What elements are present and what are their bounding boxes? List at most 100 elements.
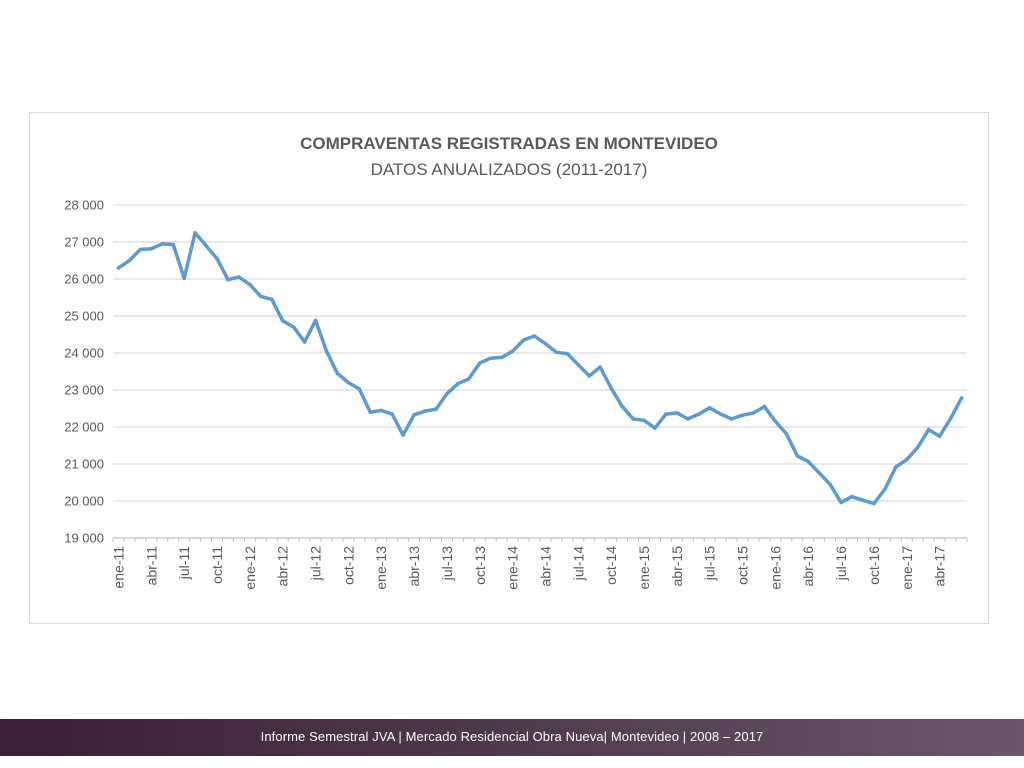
data-point bbox=[609, 386, 613, 390]
x-tick-label: ene-11 bbox=[110, 546, 126, 589]
data-point bbox=[127, 258, 132, 263]
data-point bbox=[740, 413, 745, 418]
x-tick-label: jul-11 bbox=[176, 546, 192, 580]
data-point bbox=[598, 365, 602, 369]
x-tick-label: jul-15 bbox=[702, 546, 718, 581]
data-point bbox=[204, 243, 208, 248]
x-tick-label: ene-16 bbox=[767, 546, 783, 590]
x-tick-label: ene-14 bbox=[505, 546, 521, 590]
data-point bbox=[620, 404, 624, 409]
x-tick-label: abr-13 bbox=[406, 546, 422, 587]
data-point bbox=[248, 282, 252, 287]
data-point bbox=[587, 374, 592, 378]
data-point bbox=[445, 391, 449, 396]
x-tick-label: oct-15 bbox=[735, 546, 751, 585]
x-tick-label: abr-17 bbox=[932, 546, 948, 587]
x-tick-label: jul-13 bbox=[439, 546, 455, 581]
y-tick-label: 20 000 bbox=[64, 494, 104, 509]
x-tick-label: ene-13 bbox=[373, 546, 389, 590]
data-point bbox=[959, 396, 964, 400]
data-point bbox=[467, 377, 471, 381]
x-tick-label: oct-12 bbox=[340, 546, 356, 585]
data-point bbox=[182, 276, 186, 281]
x-tick-label: oct-11 bbox=[209, 546, 225, 584]
data-point bbox=[215, 256, 219, 261]
data-point bbox=[434, 407, 438, 412]
data-point bbox=[697, 412, 701, 416]
x-tick-label: abr-14 bbox=[537, 546, 553, 587]
data-point bbox=[817, 471, 821, 475]
x-tick-label: abr-15 bbox=[669, 546, 685, 587]
x-tick-label: abr-16 bbox=[800, 546, 816, 587]
x-tick-label: oct-16 bbox=[866, 546, 882, 585]
x-tick-label: oct-13 bbox=[472, 546, 488, 585]
data-point bbox=[138, 247, 143, 252]
data-point bbox=[762, 404, 767, 409]
x-tick-label: ene-17 bbox=[899, 546, 915, 590]
x-axis-tick-labels: ene-11 abr-11 jul-11 oct-11 ene-12 abr-12 jul-… bbox=[110, 546, 947, 590]
x-tick-label: jul-16 bbox=[833, 546, 849, 581]
x-tick-label: jul-14 bbox=[570, 546, 586, 581]
data-point bbox=[521, 338, 526, 342]
data-point bbox=[554, 350, 559, 355]
data-point bbox=[883, 487, 887, 492]
data-point bbox=[335, 371, 340, 376]
y-tick-label: 19 000 bbox=[64, 531, 104, 546]
data-point bbox=[346, 380, 351, 385]
x-tick-label: abr-11 bbox=[143, 546, 159, 586]
data-point bbox=[631, 417, 635, 421]
data-point bbox=[686, 417, 690, 421]
data-point bbox=[905, 457, 909, 462]
data-point bbox=[160, 242, 165, 246]
y-tick-label: 22 000 bbox=[64, 420, 104, 435]
data-point bbox=[926, 427, 931, 432]
data-point bbox=[664, 412, 668, 416]
data-point bbox=[795, 454, 800, 458]
footer-text: Informe Semestral JVA | Mercado Residenc… bbox=[260, 729, 764, 744]
series-line bbox=[116, 231, 964, 506]
data-point bbox=[390, 412, 395, 416]
footer-bar: Informe Semestral JVA | Mercado Residenc… bbox=[0, 719, 1024, 756]
data-point bbox=[948, 416, 953, 421]
y-axis-tick-labels: 19 000 20 000 21 000 22 000 23 000 24 000 25 0… bbox=[64, 198, 104, 546]
y-tick-label: 28 000 bbox=[64, 198, 104, 213]
line-chart: COMPRAVENTAS REGISTRADAS EN MONTEVIDEO D… bbox=[64, 134, 968, 590]
y-tick-label: 27 000 bbox=[64, 235, 104, 250]
data-point bbox=[478, 361, 482, 365]
data-point bbox=[193, 231, 197, 235]
x-tick-label: abr-12 bbox=[275, 546, 291, 587]
y-tick-label: 26 000 bbox=[64, 272, 104, 287]
x-axis bbox=[112, 538, 968, 542]
data-point bbox=[872, 501, 876, 506]
data-point bbox=[313, 318, 318, 323]
data-point bbox=[532, 334, 537, 338]
data-point bbox=[116, 266, 121, 270]
data-point bbox=[270, 297, 274, 302]
data-point bbox=[773, 419, 778, 424]
y-tick-label: 23 000 bbox=[64, 383, 104, 398]
data-point bbox=[423, 409, 427, 413]
data-point bbox=[543, 342, 548, 346]
data-point bbox=[488, 356, 493, 360]
y-tick-label: 21 000 bbox=[64, 457, 104, 472]
data-point bbox=[707, 406, 712, 410]
chart-frame: COMPRAVENTAS REGISTRADAS EN MONTEVIDEO D… bbox=[29, 112, 989, 624]
data-point bbox=[291, 325, 296, 329]
data-point bbox=[828, 482, 832, 487]
data-point bbox=[171, 242, 175, 247]
data-point bbox=[237, 275, 241, 279]
data-point bbox=[456, 381, 460, 386]
data-point bbox=[729, 417, 734, 421]
chart-subtitle: DATOS ANUALIZADOS (2011-2017) bbox=[371, 160, 648, 179]
gridlines bbox=[113, 204, 967, 539]
data-point bbox=[412, 413, 416, 417]
x-tick-label: ene-12 bbox=[242, 546, 258, 590]
data-point bbox=[302, 340, 307, 344]
data-point bbox=[324, 349, 329, 353]
data-point bbox=[894, 465, 898, 469]
data-point bbox=[653, 426, 657, 430]
data-point bbox=[226, 277, 230, 282]
data-point bbox=[915, 445, 920, 450]
data-point bbox=[675, 411, 679, 415]
data-point bbox=[784, 431, 789, 436]
